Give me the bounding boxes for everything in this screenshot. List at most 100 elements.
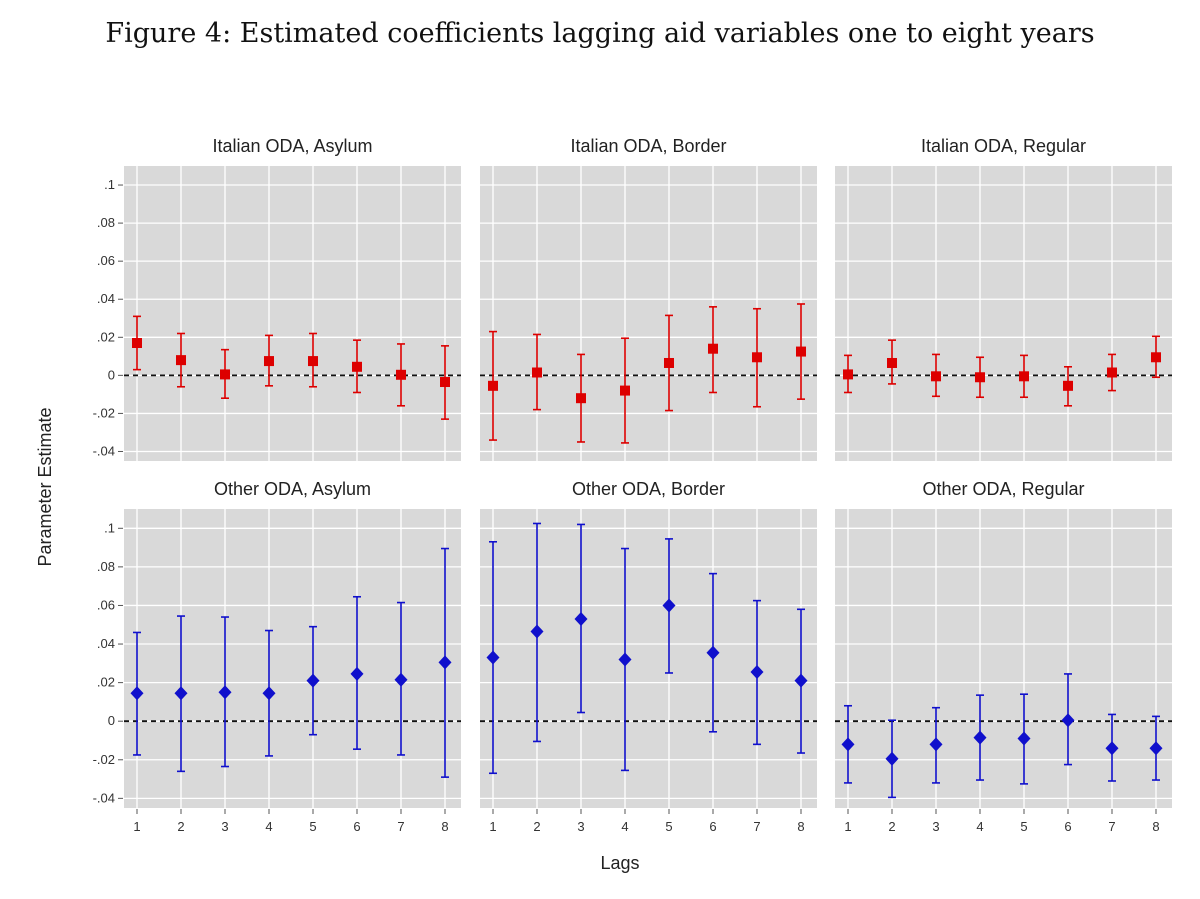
x-tick-label: 6 xyxy=(353,819,360,834)
point-estimate-marker xyxy=(843,369,853,380)
point-estimate-marker xyxy=(752,352,762,363)
panel-background xyxy=(124,166,461,461)
point-estimate-marker xyxy=(618,652,632,667)
point-estimate-marker xyxy=(532,367,542,378)
point-estimate-marker xyxy=(440,377,450,388)
x-tick-label: 8 xyxy=(1152,819,1159,834)
point-estimate-marker xyxy=(1107,367,1117,378)
point-estimate-marker xyxy=(438,655,452,670)
point-estimate-marker xyxy=(174,686,188,701)
x-tick-label: 4 xyxy=(976,819,983,834)
x-tick-label: 3 xyxy=(577,819,584,834)
x-tick-label: 5 xyxy=(309,819,316,834)
point-estimate-marker xyxy=(708,343,718,354)
x-tick-label: 5 xyxy=(665,819,672,834)
panel-background xyxy=(480,166,817,461)
point-estimate-marker xyxy=(1149,741,1163,756)
x-tick-label: 7 xyxy=(1108,819,1115,834)
panel-background xyxy=(835,509,1172,808)
point-estimate-marker xyxy=(664,357,674,368)
chart-panel: Italian ODA, Asylum -.04 -.02 0 .02 .04 .06 .08… xyxy=(93,136,461,461)
y-tick-label: .02 xyxy=(97,675,115,690)
point-estimate-marker xyxy=(841,737,855,752)
point-estimate-marker xyxy=(576,393,586,404)
panel-title: Other ODA, Asylum xyxy=(214,479,371,499)
point-estimate-marker xyxy=(975,372,985,383)
y-tick-label: .08 xyxy=(97,559,115,574)
y-tick-label: 0 xyxy=(108,367,115,382)
y-tick-label: .1 xyxy=(104,520,115,535)
x-tick-label: 3 xyxy=(221,819,228,834)
y-tick-label: .04 xyxy=(97,291,115,306)
point-estimate-marker xyxy=(394,672,408,687)
x-tick-label: 8 xyxy=(441,819,448,834)
y-tick-label: .06 xyxy=(97,253,115,268)
point-estimate-marker xyxy=(662,598,676,613)
point-estimate-marker xyxy=(796,346,806,357)
point-estimate-marker xyxy=(218,685,232,700)
chart-panel: Italian ODA, Border xyxy=(480,136,817,461)
x-tick-label: 3 xyxy=(932,819,939,834)
x-tick-label: 2 xyxy=(888,819,895,834)
point-estimate-marker xyxy=(306,673,320,688)
x-tick-label: 8 xyxy=(797,819,804,834)
point-estimate-marker xyxy=(264,356,274,367)
point-estimate-marker xyxy=(308,356,318,367)
point-estimate-marker xyxy=(931,371,941,382)
panel-background xyxy=(835,166,1172,461)
point-estimate-marker xyxy=(887,357,897,368)
chart-panel: Other ODA, Regular 1 2 3 4 5 6 7 8 xyxy=(835,479,1172,834)
panel-title: Italian ODA, Asylum xyxy=(212,136,372,156)
y-tick-label: 0 xyxy=(108,713,115,728)
x-tick-label: 2 xyxy=(533,819,540,834)
y-tick-label: .1 xyxy=(104,177,115,192)
y-tick-label: .08 xyxy=(97,215,115,230)
point-estimate-marker xyxy=(488,380,498,391)
y-tick-label: .04 xyxy=(97,636,115,651)
x-tick-label: 7 xyxy=(753,819,760,834)
point-estimate-marker xyxy=(973,730,987,745)
x-tick-label: 7 xyxy=(397,819,404,834)
point-estimate-marker xyxy=(1019,371,1029,382)
point-estimate-marker xyxy=(1063,380,1073,391)
y-tick-label: -.02 xyxy=(93,405,115,420)
x-axis-title: Lags xyxy=(600,853,639,873)
panel-background xyxy=(480,509,817,808)
point-estimate-marker xyxy=(794,673,808,688)
point-estimate-marker xyxy=(262,686,276,701)
point-estimate-marker xyxy=(486,650,500,665)
point-estimate-marker xyxy=(885,751,899,766)
point-estimate-marker xyxy=(620,385,630,396)
y-tick-label: -.02 xyxy=(93,752,115,767)
y-tick-label: .02 xyxy=(97,329,115,344)
point-estimate-marker xyxy=(574,611,588,626)
point-estimate-marker xyxy=(352,361,362,372)
point-estimate-marker xyxy=(1105,741,1119,756)
point-estimate-marker xyxy=(350,666,364,681)
x-tick-label: 1 xyxy=(133,819,140,834)
x-tick-label: 6 xyxy=(709,819,716,834)
point-estimate-marker xyxy=(396,369,406,380)
x-tick-label: 6 xyxy=(1064,819,1071,834)
point-estimate-marker xyxy=(530,624,544,639)
x-tick-label: 1 xyxy=(489,819,496,834)
point-estimate-marker xyxy=(130,686,144,701)
panel-title: Italian ODA, Regular xyxy=(921,136,1086,156)
x-tick-label: 2 xyxy=(177,819,184,834)
chart-panel: Italian ODA, Regular xyxy=(835,136,1172,461)
panel-background xyxy=(124,509,461,808)
panel-title: Other ODA, Border xyxy=(572,479,725,499)
x-tick-label: 4 xyxy=(265,819,272,834)
point-estimate-marker xyxy=(132,338,142,348)
panel-title: Other ODA, Regular xyxy=(922,479,1084,499)
point-estimate-marker xyxy=(220,369,230,380)
point-estimate-marker xyxy=(750,665,764,680)
panel-title: Italian ODA, Border xyxy=(570,136,726,156)
point-estimate-marker xyxy=(1061,713,1075,728)
chart-panel: Other ODA, Border 1 2 3 4 5 6 7 8 xyxy=(480,479,817,834)
point-estimate-marker xyxy=(1017,731,1031,746)
y-tick-label: -.04 xyxy=(93,790,115,805)
y-axis-title: Parameter Estimate xyxy=(35,407,55,566)
point-estimate-marker xyxy=(706,645,720,660)
